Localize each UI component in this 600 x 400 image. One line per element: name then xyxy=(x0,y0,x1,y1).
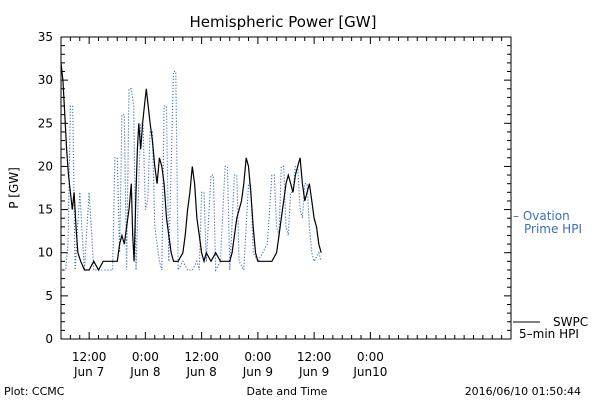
y-axis-label: P [GW] xyxy=(7,167,21,209)
x-tick-time-label: 0:00 xyxy=(244,350,271,364)
x-tick-date-label: Jun 7 xyxy=(73,365,104,379)
footer-timestamp: 2016/06/10 01:50:44 xyxy=(465,385,581,398)
legend-swpc-line1: SWPC xyxy=(553,315,588,329)
x-axis-label: Date and Time xyxy=(247,385,328,398)
chart-title: Hemispheric Power [GW] xyxy=(190,13,377,31)
x-tick-date-label: Jun 9 xyxy=(242,365,273,379)
x-tick-date-label: Jun 9 xyxy=(298,365,329,379)
y-tick-label: 20 xyxy=(38,159,53,173)
y-tick-label: 10 xyxy=(38,246,53,260)
legend-ovation-line1: – Ovation xyxy=(513,209,570,223)
series-line-swpc xyxy=(60,62,322,272)
y-tick-label: 15 xyxy=(38,203,53,217)
x-tick-time-label: 0:00 xyxy=(132,350,159,364)
y-tick-label: 5 xyxy=(45,289,53,303)
y-tick-label: 30 xyxy=(38,73,53,87)
legend-ovation-line2: Prime HPI xyxy=(524,222,582,236)
footer-source: Plot: CCMC xyxy=(4,385,65,398)
y-tick-label: 0 xyxy=(45,332,53,346)
x-tick-time-label: 12:00 xyxy=(184,350,219,364)
y-axis: 0 5 10 15 20 25 30 35 xyxy=(38,30,511,346)
y-tick-label: 25 xyxy=(38,116,53,130)
x-tick-time-label: 12:00 xyxy=(297,350,332,364)
series-layer xyxy=(60,62,322,273)
x-tick-date-label: Jun 8 xyxy=(129,365,160,379)
series-line-ovation-prime xyxy=(61,70,322,273)
x-tick-time-label: 0:00 xyxy=(357,350,384,364)
x-tick-date-label: Jun10 xyxy=(352,365,387,379)
x-tick-date-label: Jun 8 xyxy=(186,365,217,379)
x-tick-time-label: 12:00 xyxy=(72,350,107,364)
legend-swpc-line2: 5–min HPI xyxy=(519,327,579,341)
y-tick-label: 35 xyxy=(38,30,53,44)
